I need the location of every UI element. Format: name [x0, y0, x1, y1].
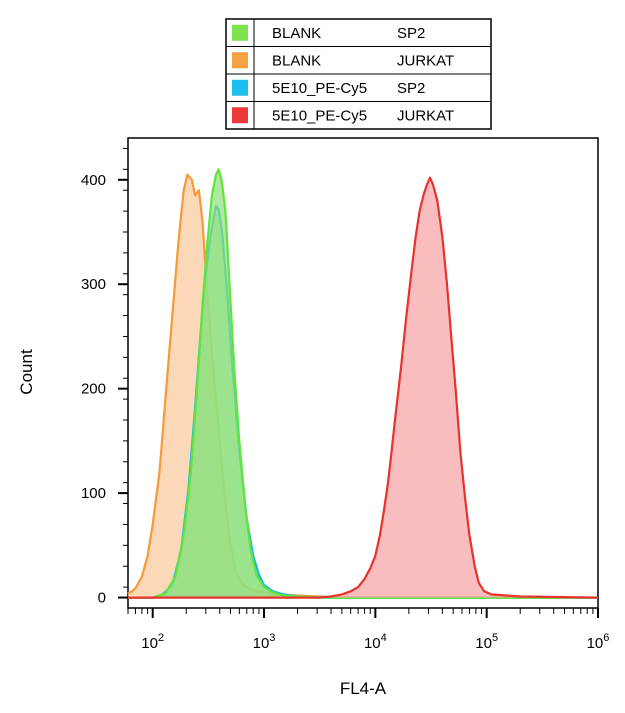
legend-swatch-2: [232, 79, 248, 96]
x-tick-label-3: 105: [475, 632, 498, 652]
legend-sample-2: SP2: [397, 80, 425, 97]
legend: BLANK SP2 BLANK JURKAT 5E10_PE-Cy5 SP2 5E10_PE…: [225, 18, 492, 130]
legend-label-0: BLANK: [272, 25, 321, 42]
x-tick-label-2: 104: [364, 632, 387, 652]
legend-swatch-0: [232, 24, 248, 41]
x-tick-label-1: 103: [253, 632, 276, 652]
series-line-3: [128, 176, 599, 599]
y-tick-label-3: 300: [81, 276, 106, 293]
legend-sample-1: JURKAT: [397, 52, 454, 69]
series-layer: [127, 168, 599, 599]
y-axis-title: Count: [17, 349, 36, 395]
y-tick-label-4: 400: [81, 172, 106, 189]
x-tick-label-0: 102: [141, 632, 164, 652]
x-axis: 102 103 104 105 106: [127, 608, 610, 652]
y-tick-label-1: 100: [81, 485, 106, 502]
legend-swatch-3: [232, 107, 248, 124]
series-line-2: [128, 168, 598, 599]
legend-swatch-1: [232, 52, 248, 69]
legend-sample-3: JURKAT: [397, 107, 454, 124]
series-area-0: [128, 174, 598, 598]
legend-label-1: BLANK: [272, 52, 321, 69]
y-tick-label-2: 200: [81, 381, 106, 398]
series-area-2: [128, 169, 598, 598]
y-axis: 0 100 200 300 400: [81, 147, 128, 607]
x-axis-title: FL4-A: [340, 679, 387, 698]
y-tick-label-0: 0: [98, 590, 106, 607]
legend-label-2: 5E10_PE-Cy5: [272, 80, 367, 97]
plot-frame: [127, 137, 599, 609]
legend-sample-0: SP2: [397, 25, 425, 42]
legend-label-3: 5E10_PE-Cy5: [272, 107, 367, 124]
x-tick-label-4: 106: [587, 632, 610, 652]
